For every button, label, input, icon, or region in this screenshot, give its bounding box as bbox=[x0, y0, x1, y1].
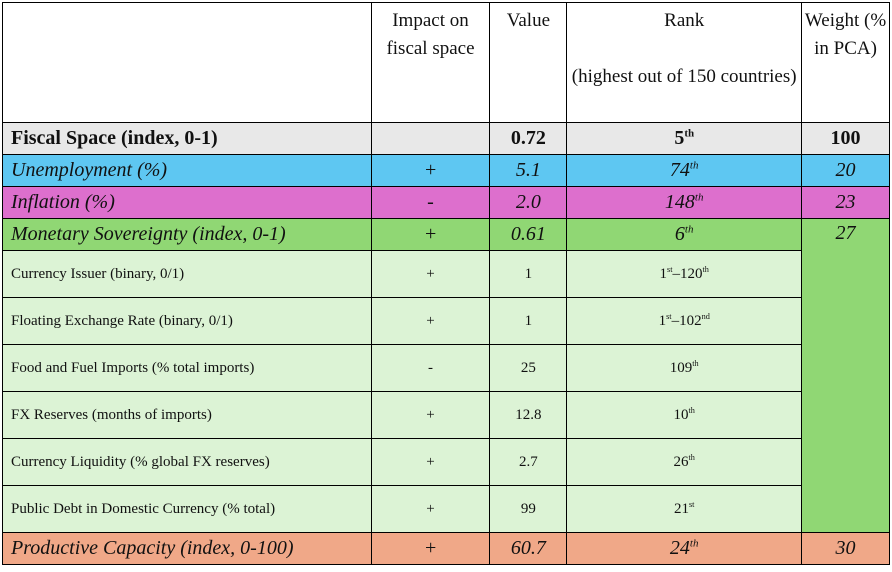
table-row: Monetary Sovereignty (index, 0-1) + 0.61… bbox=[2, 218, 890, 533]
row-value: 0.61 bbox=[489, 218, 568, 251]
subrow-value: 1 bbox=[489, 250, 568, 298]
row-label: Unemployment (%) bbox=[2, 154, 372, 187]
header-rank: Rank (highest out of 150 countries) bbox=[566, 2, 803, 123]
row-value: 0.72 bbox=[489, 122, 568, 155]
row-rank: 6th bbox=[566, 218, 803, 251]
table-row: Fiscal Space (index, 0-1) 0.72 5th 100 bbox=[2, 122, 890, 155]
subrow-impact: + bbox=[370, 485, 491, 533]
subrow-label: Food and Fuel Imports (% total imports) bbox=[2, 344, 372, 392]
row-weight: 23 bbox=[801, 186, 890, 219]
table-row: FX Reserves (months of imports) + 12.8 1… bbox=[2, 391, 890, 439]
row-label: Monetary Sovereignty (index, 0-1) bbox=[2, 218, 372, 251]
table-row: Currency Issuer (binary, 0/1) + 1 1st–12… bbox=[2, 250, 890, 298]
row-weight: 20 bbox=[801, 154, 890, 187]
header-impact: Impact on fiscal space bbox=[370, 2, 491, 123]
header-rank-subtitle: (highest out of 150 countries) bbox=[571, 66, 797, 87]
subrow-label: Currency Issuer (binary, 0/1) bbox=[2, 250, 372, 298]
header-row: Impact on fiscal space Value Rank (highe… bbox=[2, 2, 890, 123]
subrow-impact: + bbox=[370, 297, 491, 345]
table-row: Productive Capacity (index, 0-100) + 60.… bbox=[2, 532, 890, 565]
table-row: Floating Exchange Rate (binary, 0/1) + 1… bbox=[2, 297, 890, 345]
row-label: Productive Capacity (index, 0-100) bbox=[2, 532, 372, 565]
row-weight: 27 bbox=[801, 218, 890, 533]
subrow-rank: 10th bbox=[566, 391, 803, 439]
table-row: Inflation (%) - 2.0 148th 23 bbox=[2, 186, 890, 219]
row-rank: 5th bbox=[566, 122, 803, 155]
subrow-value: 99 bbox=[489, 485, 568, 533]
subrow-impact: - bbox=[370, 344, 491, 392]
table-row: Unemployment (%) + 5.1 74th 20 bbox=[2, 154, 890, 187]
table-row: Currency Liquidity (% global FX reserves… bbox=[2, 438, 890, 486]
row-impact: - bbox=[370, 186, 491, 219]
row-impact: + bbox=[370, 154, 491, 187]
subrow-value: 12.8 bbox=[489, 391, 568, 439]
header-weight: Weight (% in PCA) bbox=[801, 2, 890, 123]
subrow-impact: + bbox=[370, 391, 491, 439]
row-rank: 24th bbox=[566, 532, 803, 565]
subrow-label: Currency Liquidity (% global FX reserves… bbox=[2, 438, 372, 486]
subrow-rank: 1st–120th bbox=[566, 250, 803, 298]
row-impact: + bbox=[370, 532, 491, 565]
subrow-value: 25 bbox=[489, 344, 568, 392]
subrow-rank: 21st bbox=[566, 485, 803, 533]
subrow-impact: + bbox=[370, 438, 491, 486]
row-impact bbox=[370, 122, 491, 155]
row-weight: 30 bbox=[801, 532, 890, 565]
row-label: Fiscal Space (index, 0-1) bbox=[2, 122, 372, 155]
subrow-rank: 109th bbox=[566, 344, 803, 392]
subrow-rank: 1st–102nd bbox=[566, 297, 803, 345]
row-value: 5.1 bbox=[489, 154, 568, 187]
subrow-value: 2.7 bbox=[489, 438, 568, 486]
subrow-label: Public Debt in Domestic Currency (% tota… bbox=[2, 485, 372, 533]
table-row: Public Debt in Domestic Currency (% tota… bbox=[2, 485, 890, 533]
row-value: 60.7 bbox=[489, 532, 568, 565]
subrow-label: FX Reserves (months of imports) bbox=[2, 391, 372, 439]
row-weight: 100 bbox=[801, 122, 890, 155]
row-impact: + bbox=[370, 218, 491, 251]
header-empty-cell bbox=[2, 2, 372, 123]
fiscal-space-table: Impact on fiscal space Value Rank (highe… bbox=[2, 2, 890, 565]
subrow-impact: + bbox=[370, 250, 491, 298]
subrow-value: 1 bbox=[489, 297, 568, 345]
row-rank: 74th bbox=[566, 154, 803, 187]
header-rank-title: Rank bbox=[664, 10, 705, 31]
table-row: Food and Fuel Imports (% total imports) … bbox=[2, 344, 890, 392]
subrow-label: Floating Exchange Rate (binary, 0/1) bbox=[2, 297, 372, 345]
header-value: Value bbox=[489, 2, 568, 123]
row-value: 2.0 bbox=[489, 186, 568, 219]
subrow-rank: 26th bbox=[566, 438, 803, 486]
row-rank: 148th bbox=[566, 186, 803, 219]
row-label: Inflation (%) bbox=[2, 186, 372, 219]
